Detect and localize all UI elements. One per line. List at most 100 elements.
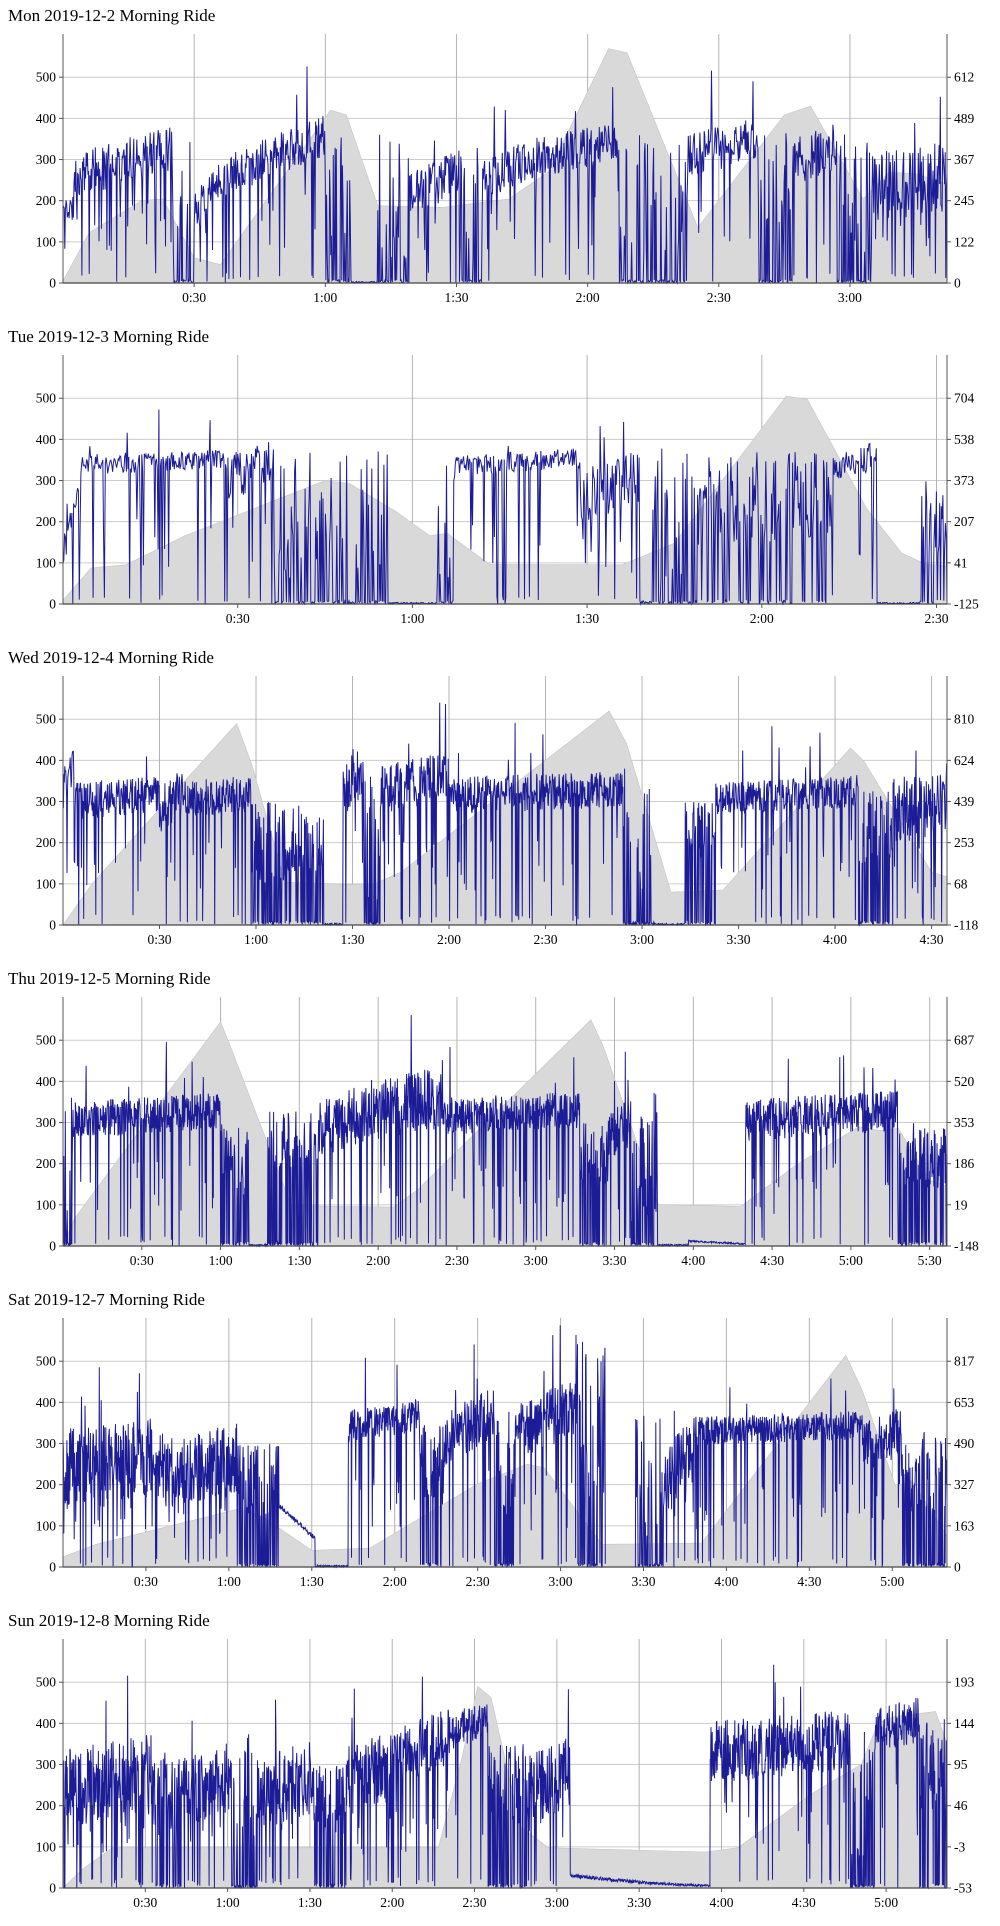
- right-axis-tick-label: -125: [954, 597, 979, 612]
- power-elevation-chart: 0 100 200 300 400 500 -118 68 253 439 624 810 0:30 1:…: [36, 676, 978, 947]
- right-axis-tick-label: 122: [954, 234, 974, 249]
- right-axis-tick-label: 207: [954, 514, 975, 529]
- ride-chart-mon-2019-12-2: Mon 2019-12-2 Morning Ride 0 100 200 300 400…: [0, 0, 1000, 321]
- left-axis-tick-label: 200: [36, 835, 57, 850]
- time-axis-tick-label: 4:00: [823, 932, 847, 947]
- left-axis-tick-label: 500: [36, 1033, 57, 1048]
- left-axis-tick-label: 500: [36, 1675, 57, 1690]
- right-axis-tick-label: 19: [954, 1197, 968, 1212]
- time-axis-tick-label: 5:30: [918, 1253, 942, 1268]
- time-axis-tick-label: 2:30: [707, 290, 731, 305]
- time-axis-tick-label: 2:30: [466, 1574, 490, 1589]
- time-axis-tick-label: 2:00: [576, 290, 600, 305]
- time-axis-tick-label: 2:30: [445, 1253, 469, 1268]
- right-axis-tick-label: 193: [954, 1675, 975, 1690]
- time-axis-tick-label: 3:00: [630, 932, 654, 947]
- time-axis-tick-label: 1:30: [287, 1253, 311, 1268]
- time-axis-tick-label: 1:00: [400, 611, 424, 626]
- chart-title: Mon 2019-12-2 Morning Ride: [8, 6, 216, 25]
- right-axis-tick-label: 612: [954, 70, 974, 85]
- time-axis-tick-label: 0:30: [226, 611, 250, 626]
- time-axis-tick-label: 4:00: [714, 1574, 738, 1589]
- time-axis-tick-label: 2:30: [925, 611, 949, 626]
- left-axis-tick-label: 400: [36, 111, 57, 126]
- time-axis-tick-label: 0:30: [182, 290, 206, 305]
- power-elevation-chart: 0 100 200 300 400 500 -53 -3 46 95 144 193 0:30 1:00 1…: [36, 1639, 975, 1910]
- right-axis-tick-label: 163: [954, 1518, 975, 1533]
- left-axis-tick-label: 100: [36, 1197, 57, 1212]
- left-axis-tick-label: 200: [36, 514, 57, 529]
- time-axis-tick-label: 4:30: [797, 1574, 821, 1589]
- left-axis-tick-label: 300: [36, 152, 57, 167]
- power-line: [62, 66, 948, 285]
- time-axis-tick-label: 0:30: [133, 1895, 157, 1910]
- ride-chart-thu-2019-12-5: Thu 2019-12-5 Morning Ride 0 100 200 300 400…: [0, 963, 1000, 1284]
- left-axis-tick-label: 400: [36, 1395, 57, 1410]
- left-axis-tick-label: 100: [36, 234, 57, 249]
- right-axis-tick-label: 0: [954, 1560, 961, 1575]
- left-axis-tick-label: 0: [49, 276, 56, 291]
- time-axis-tick-label: 0:30: [147, 932, 171, 947]
- right-axis-tick-label: 489: [954, 111, 975, 126]
- right-axis-tick-label: 41: [954, 555, 968, 570]
- time-axis-tick-label: 3:30: [603, 1253, 627, 1268]
- time-axis-tick-label: 3:00: [549, 1574, 573, 1589]
- elevation-area: [62, 710, 948, 926]
- time-axis-tick-label: 1:30: [444, 290, 468, 305]
- time-axis-tick-label: 3:30: [627, 1895, 651, 1910]
- time-axis-tick-label: 1:00: [217, 1574, 241, 1589]
- left-axis-tick-label: 400: [36, 432, 57, 447]
- left-axis-tick-label: 0: [49, 918, 56, 933]
- left-axis-tick-label: 300: [36, 1115, 57, 1130]
- ride-chart-sat-2019-12-7: Sat 2019-12-7 Morning Ride 0 100 200 300 400…: [0, 1284, 1000, 1605]
- time-axis-tick-label: 5:00: [880, 1574, 904, 1589]
- right-axis-tick-label: 817: [954, 1354, 975, 1369]
- time-axis-tick-label: 4:00: [709, 1895, 733, 1910]
- left-axis-tick-label: 500: [36, 712, 57, 727]
- time-axis-tick-label: 4:30: [920, 932, 944, 947]
- right-axis-tick-label: 144: [954, 1716, 975, 1731]
- ride-chart-tue-2019-12-3: Tue 2019-12-3 Morning Ride 0 100 200 300 400…: [0, 321, 1000, 642]
- time-axis-tick-label: 2:00: [383, 1574, 407, 1589]
- left-axis-tick-label: 0: [49, 597, 56, 612]
- time-axis-tick-label: 1:00: [313, 290, 337, 305]
- time-axis-tick-label: 2:30: [463, 1895, 487, 1910]
- right-axis-tick-label: -118: [954, 918, 978, 933]
- left-axis-tick-label: 100: [36, 1518, 57, 1533]
- time-axis-tick-label: 2:00: [437, 932, 461, 947]
- power-line: [62, 702, 948, 927]
- right-axis-tick-label: 624: [954, 753, 975, 768]
- right-axis-tick-label: -3: [954, 1839, 965, 1854]
- left-axis-tick-label: 400: [36, 1074, 57, 1089]
- time-axis-tick-label: 3:00: [545, 1895, 569, 1910]
- left-axis-tick-label: 300: [36, 1757, 57, 1772]
- time-axis-tick-label: 2:00: [750, 611, 774, 626]
- right-axis-tick-label: 186: [954, 1156, 975, 1171]
- time-axis-tick-label: 2:00: [366, 1253, 390, 1268]
- right-axis-tick-label: -148: [954, 1239, 979, 1254]
- power-elevation-chart: 0 100 200 300 400 500 0 122 245 367 489 612 0:30 1:00…: [36, 34, 975, 305]
- left-axis-tick-label: 300: [36, 1436, 57, 1451]
- time-axis-tick-label: 3:30: [727, 932, 751, 947]
- right-axis-tick-label: 0: [954, 276, 961, 291]
- left-axis-tick-label: 0: [49, 1881, 56, 1896]
- left-axis-tick-label: 500: [36, 70, 57, 85]
- power-elevation-chart: 0 100 200 300 400 500 -125 41 207 373 538 704 0:30 1:…: [36, 355, 979, 626]
- right-axis-tick-label: 253: [954, 835, 975, 850]
- time-axis-tick-label: 5:00: [874, 1895, 898, 1910]
- left-axis-tick-label: 500: [36, 1354, 57, 1369]
- left-axis-tick-label: 300: [36, 473, 57, 488]
- left-axis-tick-label: 100: [36, 876, 57, 891]
- left-axis-tick-label: 200: [36, 193, 57, 208]
- ride-chart-sun-2019-12-8: Sun 2019-12-8 Morning Ride 0 100 200 300 400…: [0, 1605, 1000, 1926]
- chart-title: Tue 2019-12-3 Morning Ride: [8, 327, 210, 346]
- left-axis-tick-label: 100: [36, 1839, 57, 1854]
- left-axis-tick-label: 200: [36, 1798, 57, 1813]
- right-axis-tick-label: 327: [954, 1477, 975, 1492]
- power-line: [62, 1664, 948, 1890]
- time-axis-tick-label: 1:30: [300, 1574, 324, 1589]
- power-elevation-chart: 0 100 200 300 400 500 -148 19 186 353 520 687 0:30 1:…: [36, 997, 979, 1268]
- time-axis-tick-label: 0:30: [130, 1253, 154, 1268]
- time-axis-tick-label: 5:00: [839, 1253, 863, 1268]
- time-axis-tick-label: 4:30: [792, 1895, 816, 1910]
